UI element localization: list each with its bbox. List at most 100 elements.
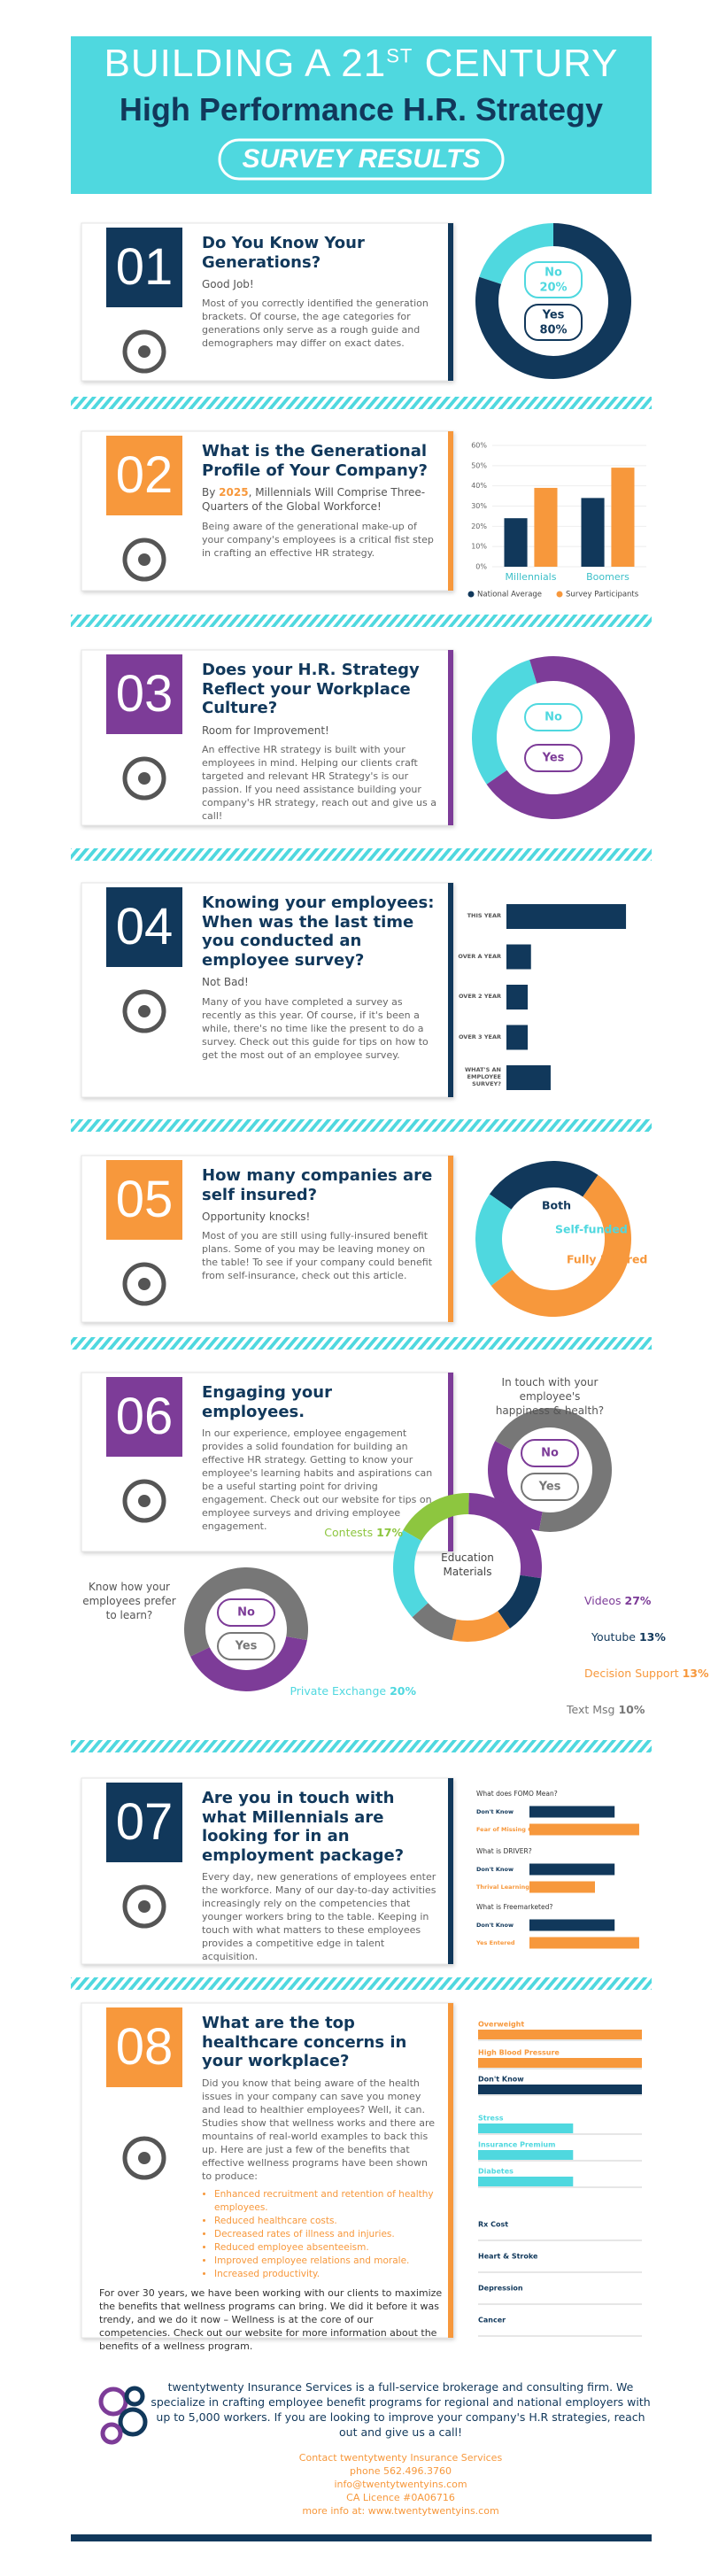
y-tick-label: THIS YEAR bbox=[467, 912, 501, 920]
category-label: No bbox=[237, 1606, 255, 1620]
y-tick-label: 30% bbox=[471, 502, 487, 510]
category-label: Don't Know bbox=[476, 1922, 514, 1929]
bar bbox=[611, 468, 635, 567]
bar bbox=[529, 1937, 639, 1949]
category-label: Cancer bbox=[478, 2317, 506, 2325]
bottom-bar bbox=[71, 2534, 652, 2541]
legend-swatch bbox=[556, 591, 563, 598]
icon-dot bbox=[138, 772, 151, 785]
donut-slice bbox=[486, 656, 635, 820]
card-edge bbox=[448, 2003, 453, 2338]
section-number: 07 bbox=[115, 1793, 174, 1851]
icon bbox=[122, 1479, 166, 1523]
section-lead: Room for Improvement! bbox=[202, 723, 329, 737]
section-number: 08 bbox=[115, 2018, 174, 2076]
y-tick-label: 0% bbox=[475, 563, 487, 571]
category-label: Self-funded bbox=[555, 1223, 628, 1236]
y-tick-label: WHAT'S AN EMPLOYEE SURVEY? bbox=[465, 1066, 501, 1087]
icon bbox=[122, 1262, 166, 1306]
card-edge bbox=[448, 1156, 453, 1322]
value-label: 27% bbox=[625, 1594, 652, 1607]
slice-label: Youtube 13% bbox=[591, 1630, 666, 1644]
category-label: Videos bbox=[584, 1594, 622, 1607]
number-tab bbox=[106, 654, 182, 734]
donut-slice bbox=[183, 1567, 308, 1657]
icon bbox=[122, 1884, 166, 1929]
lead-part: , Millennials Will Comprise Three-Quarte… bbox=[202, 486, 426, 514]
category-label: Private Exchange bbox=[290, 1684, 386, 1698]
icon bbox=[122, 756, 166, 801]
section-text: Are you in touch with what Millennials a… bbox=[202, 1789, 439, 1969]
category-label: Don't Know bbox=[476, 1808, 514, 1815]
legend-label: National Average bbox=[477, 591, 542, 600]
footer-contact: Contact twentytwenty Insurance Services … bbox=[146, 2451, 655, 2518]
bar bbox=[506, 904, 627, 929]
y-tick-label: 10% bbox=[471, 543, 487, 551]
category-label: Contests bbox=[324, 1526, 373, 1539]
icon bbox=[122, 2136, 166, 2180]
bullet: Enhanced recruitment and retention of he… bbox=[214, 2188, 439, 2215]
category-label: Stress bbox=[478, 2115, 504, 2123]
section-title: Engaging your employees. bbox=[202, 1383, 332, 1421]
bar bbox=[529, 1919, 615, 1931]
label-pill bbox=[217, 1598, 275, 1627]
card-edge bbox=[448, 650, 453, 825]
donut-slice bbox=[498, 1574, 542, 1628]
category-label: Yes bbox=[542, 309, 565, 322]
legend-label: Survey Participants bbox=[566, 591, 639, 600]
donut-slice bbox=[490, 1174, 632, 1318]
section-lead: Good Job! bbox=[202, 278, 254, 291]
contact-line: info@twentytwentyins.com bbox=[334, 2479, 467, 2490]
card-edge bbox=[448, 431, 453, 591]
icon bbox=[122, 538, 166, 582]
bar bbox=[529, 1806, 615, 1818]
section-body: Most of you correctly identified the gen… bbox=[202, 298, 429, 350]
section-body: Most of you are still using fully-insure… bbox=[202, 1230, 433, 1282]
bullet-list: Enhanced recruitment and retention of he… bbox=[202, 2188, 439, 2281]
number-tab bbox=[106, 887, 182, 967]
icon bbox=[122, 329, 166, 374]
card-edge bbox=[448, 223, 453, 381]
section-text: Does your H.R. Strategy Reflect your Wor… bbox=[202, 661, 439, 828]
contact-line: more info at: www.twentytwentyins.com bbox=[302, 2505, 499, 2517]
number-tab bbox=[106, 1160, 182, 1240]
bar bbox=[529, 1863, 615, 1876]
x-tick-label: Boomers bbox=[586, 571, 629, 583]
icon-dot bbox=[138, 1278, 151, 1290]
header-badge: SURVEY RESULTS bbox=[242, 144, 481, 174]
bullet: Increased productivity. bbox=[214, 2268, 439, 2281]
question-label: What is Freemarketed? bbox=[476, 1903, 552, 1911]
section-text: Do You Know Your Generations? Good Job! Mo… bbox=[202, 234, 439, 355]
donut-slice bbox=[468, 1493, 542, 1579]
bullet: Decreased rates of illness and injuries. bbox=[214, 2228, 439, 2241]
x-tick-label: Millennials bbox=[506, 571, 557, 583]
card-edge bbox=[448, 883, 453, 1097]
section-body: In our experience, employee engagement p… bbox=[202, 1427, 433, 1533]
section-body: An effective HR strategy is built with y… bbox=[202, 743, 436, 822]
section-body: Every day, new generations of employees … bbox=[202, 1871, 436, 1963]
category-label: Overweight bbox=[478, 2021, 524, 2029]
section-body: Did you know that being aware of the hea… bbox=[202, 2077, 436, 2182]
y-tick-label: OVER A YEAR bbox=[458, 952, 501, 960]
category-label: No bbox=[544, 267, 562, 280]
donut-slice bbox=[412, 1603, 457, 1641]
section-lead: Opportunity knocks! bbox=[202, 1211, 311, 1224]
icon-dot bbox=[138, 1495, 151, 1507]
center-label: Education Materials bbox=[441, 1551, 494, 1578]
section-title: How many companies are self insured? bbox=[202, 1166, 433, 1204]
section-text: What is the Generational Profile of Your… bbox=[202, 442, 439, 565]
label-pill bbox=[521, 1439, 579, 1467]
label-pill bbox=[524, 744, 583, 772]
category-label: Insurance Premium bbox=[478, 2141, 555, 2149]
value-label: 80% bbox=[539, 324, 567, 337]
section-number: 05 bbox=[115, 1171, 174, 1228]
divider-stripe bbox=[71, 1740, 652, 1752]
chart-title: In touch with your employee's happiness … bbox=[495, 1376, 605, 1418]
section-body: Many of you have completed a survey as r… bbox=[202, 995, 429, 1061]
category-label: Don't Know bbox=[478, 2076, 524, 2084]
number-tab bbox=[106, 228, 182, 307]
section-text: How many companies are self insured? Oppo… bbox=[202, 1166, 439, 1288]
y-tick-label: OVER 3 YEAR bbox=[458, 1033, 501, 1040]
category-label: Both bbox=[542, 1199, 571, 1212]
